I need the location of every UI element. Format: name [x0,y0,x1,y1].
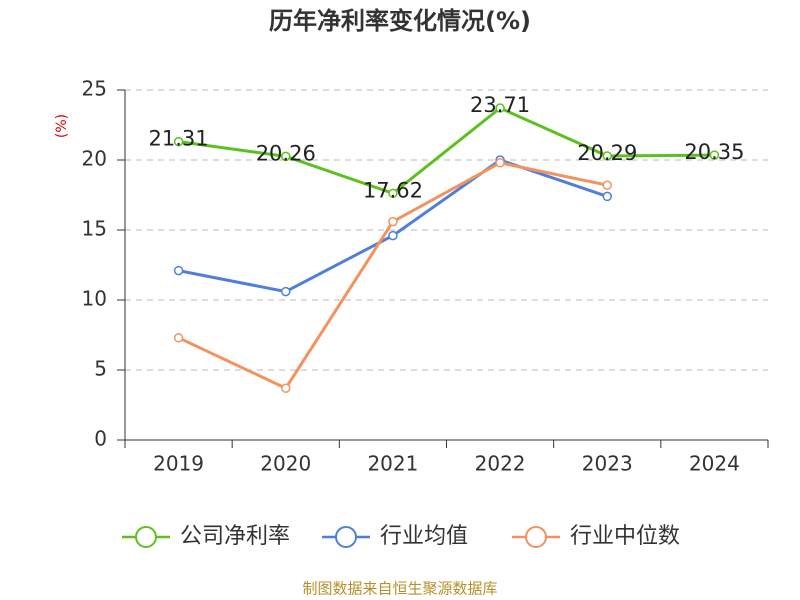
y-tick-label: 25 [82,77,107,101]
data-point [495,103,505,113]
data-label: 20.35 [684,140,744,164]
data-label: 23.71 [470,93,530,117]
legend-marker[interactable] [335,526,357,548]
data-point [602,151,612,161]
data-point [281,286,291,297]
x-tick-label: 2020 [260,452,311,476]
source-note: 制图数据来自恒生聚源数据库 [302,580,497,598]
y-axis-label: (%) [54,114,70,138]
y-tick-label: 0 [94,427,107,451]
chart-title: 历年净利率变化情况(%) [269,7,531,35]
legend-marker[interactable] [525,526,547,548]
data-point [173,136,184,147]
data-label: 20.26 [256,141,316,165]
data-point [281,151,291,162]
data-point [173,333,184,343]
data-point [602,191,612,202]
data-point [388,216,398,227]
data-label: 20.29 [577,141,637,165]
x-tick-label: 2021 [367,452,418,476]
data-point [388,188,398,199]
legend-marker[interactable] [135,526,157,548]
legend-label[interactable]: 行业中位数 [570,524,680,549]
legend-label[interactable]: 行业均值 [380,524,468,549]
data-point [388,230,398,241]
data-label: 17.62 [363,178,423,202]
y-tick-label: 5 [94,357,107,381]
data-point [709,150,720,160]
data-point [495,158,505,168]
series-line [178,106,715,196]
legend-label[interactable]: 公司净利率 [180,524,290,549]
y-tick-label: 15 [82,217,107,241]
x-tick-label: 2022 [475,452,526,476]
data-point [173,265,184,276]
x-tick-label: 2019 [153,452,204,476]
x-tick-label: 2023 [582,452,633,476]
y-tick-label: 20 [82,147,107,171]
data-label: 21.31 [149,127,209,151]
data-point [602,180,612,190]
data-point [281,383,291,393]
y-tick-label: 10 [82,287,107,311]
x-tick-label: 2024 [689,452,740,476]
